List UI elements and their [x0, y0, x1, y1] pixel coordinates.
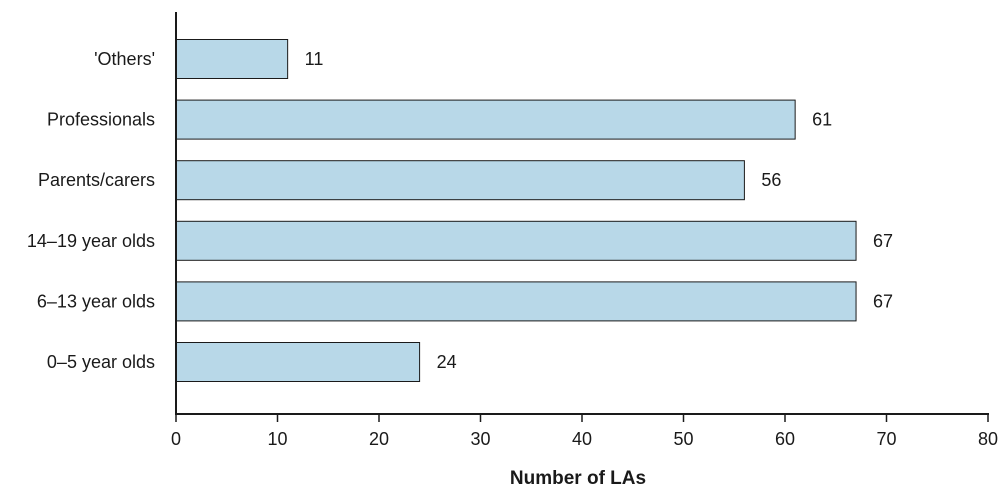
bar	[175, 281, 857, 322]
x-ticks-group: 0 10 20 30 40 50 60 70 80	[171, 414, 998, 449]
x-tick-label: 50	[673, 429, 693, 449]
x-tick-label: 80	[978, 429, 998, 449]
x-tick-label: 10	[267, 429, 287, 449]
data-labels-group: 11 61 56 67 67 24	[305, 49, 893, 372]
category-label: 'Others'	[94, 49, 155, 69]
category-label: 6–13 year olds	[37, 291, 155, 311]
category-label: Professionals	[47, 110, 155, 130]
category-labels-group: 'Others' Professionals Parents/carers 14–19…	[27, 49, 155, 372]
category-label: 14–19 year olds	[27, 231, 155, 251]
x-tick-label: 20	[369, 429, 389, 449]
bar	[175, 99, 796, 140]
data-label: 61	[812, 110, 832, 130]
x-tick-label: 70	[876, 429, 896, 449]
bars-group	[175, 39, 857, 382]
data-label: 56	[761, 170, 781, 190]
bar	[175, 342, 421, 382]
category-label: Parents/carers	[38, 170, 155, 190]
category-label: 0–5 year olds	[47, 352, 155, 372]
x-axis-title: Number of LAs	[510, 468, 646, 489]
data-label: 67	[873, 291, 893, 311]
x-tick-label: 40	[572, 429, 592, 449]
x-tick-label: 30	[470, 429, 490, 449]
x-tick-label: 0	[171, 429, 181, 449]
x-tick-label: 60	[775, 429, 795, 449]
data-label: 24	[437, 352, 457, 372]
bar	[175, 220, 857, 261]
bar	[175, 39, 289, 79]
data-label: 67	[873, 231, 893, 251]
bar	[175, 160, 745, 201]
data-label: 11	[305, 49, 324, 69]
